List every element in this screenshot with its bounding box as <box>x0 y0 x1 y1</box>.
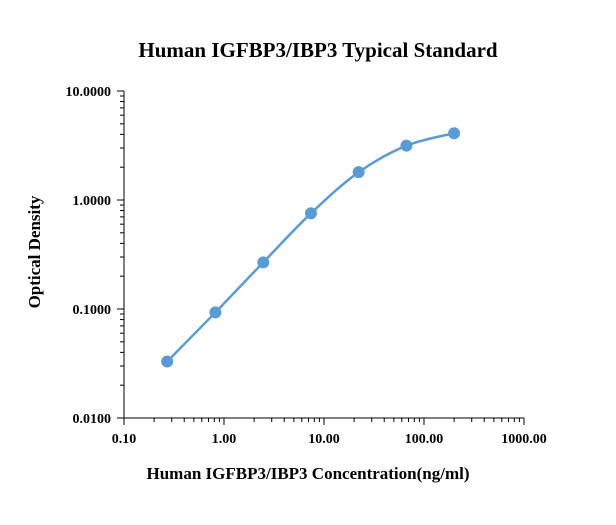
axes: 0.10 1.00 10.00 100.00 1000.00 0.0100 0.1000 1.… <box>66 85 547 447</box>
data-point <box>400 139 413 152</box>
y-tick-label: 10.0000 <box>66 85 112 100</box>
chart-title: Human IGFBP3/IBP3 Typical Standard <box>138 38 498 62</box>
x-tick-label: 100.00 <box>405 432 444 447</box>
data-point <box>352 166 365 179</box>
fitted-curve-layer <box>166 131 455 363</box>
data-points-layer <box>161 127 461 368</box>
data-point <box>304 207 317 220</box>
data-point <box>161 355 174 368</box>
y-axis-label: Optical Density <box>25 195 44 308</box>
x-axis-label: Human IGFBP3/IBP3 Concentration(ng/ml) <box>146 464 469 483</box>
x-tick-label: 10.00 <box>308 432 340 447</box>
x-tick-label: 1000.00 <box>501 432 547 447</box>
x-tick-label: 1.00 <box>212 432 237 447</box>
data-point <box>209 306 222 319</box>
data-point <box>257 256 270 269</box>
y-tick-label: 0.1000 <box>73 303 112 318</box>
y-tick-label: 0.0100 <box>73 412 112 427</box>
fitted-curve <box>166 131 455 363</box>
data-point <box>448 127 461 140</box>
x-tick-label: 0.10 <box>112 432 137 447</box>
y-tick-label: 1.0000 <box>73 194 112 209</box>
